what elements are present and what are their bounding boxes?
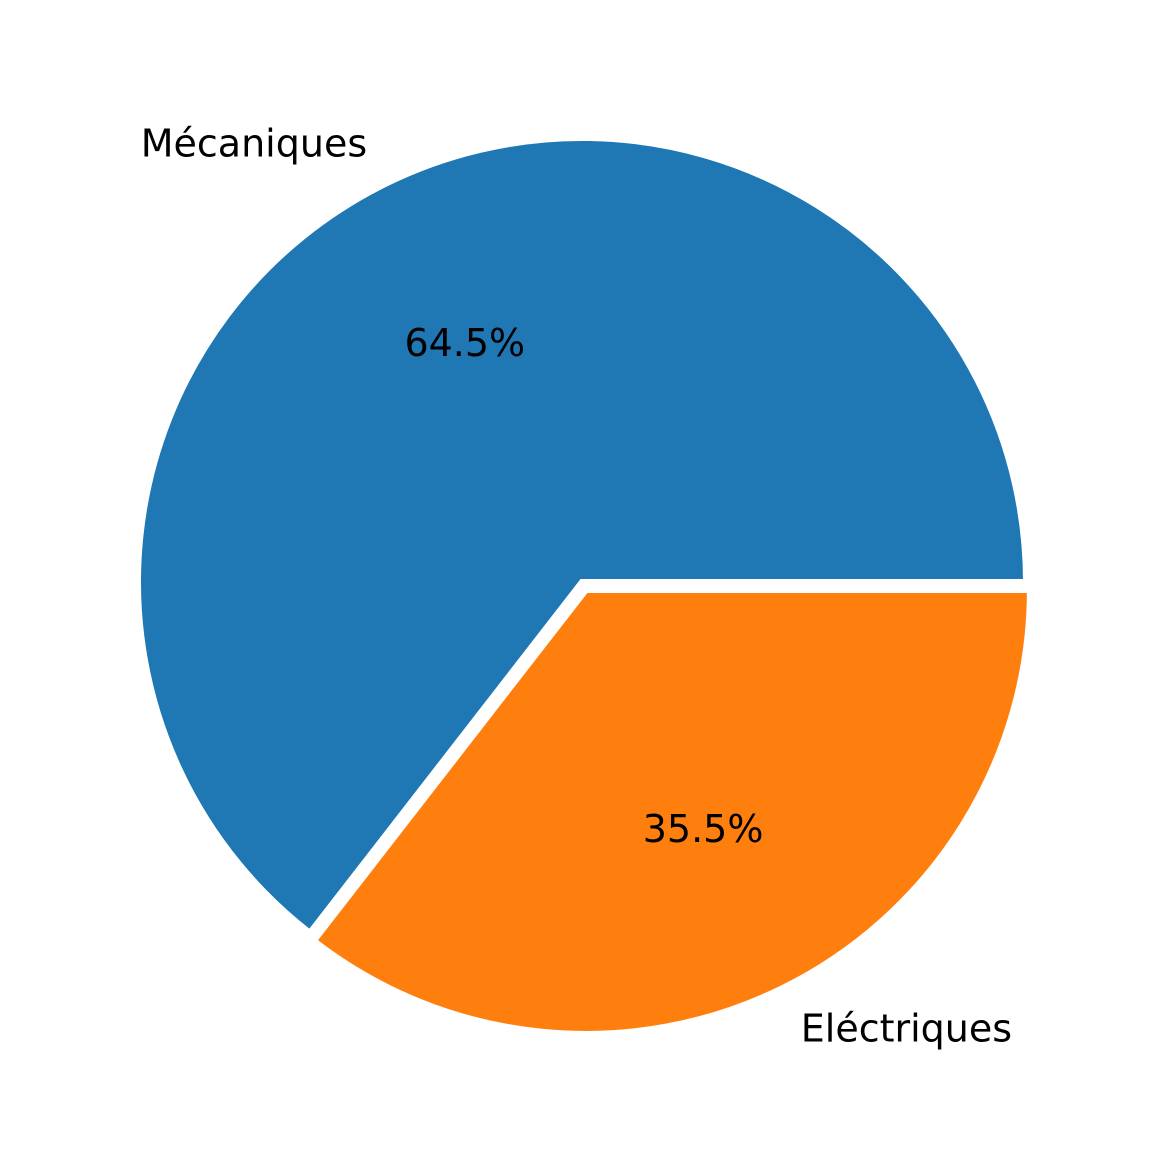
- pie-slice-electriques: [309, 586, 1033, 1037]
- pie-category-label-electriques: Eléctriques: [801, 1007, 1012, 1051]
- pie-percent-label-mecaniques: 64.5%: [404, 321, 525, 365]
- pie-slices: [135, 135, 1033, 1037]
- pie-labels: 64.5% Mécaniques 35.5% Eléctriques: [141, 121, 1012, 1050]
- pie-percent-label-electriques: 35.5%: [643, 807, 764, 851]
- pie-slice-mecaniques: [135, 135, 1030, 938]
- pie-category-label-mecaniques: Mécaniques: [141, 121, 367, 165]
